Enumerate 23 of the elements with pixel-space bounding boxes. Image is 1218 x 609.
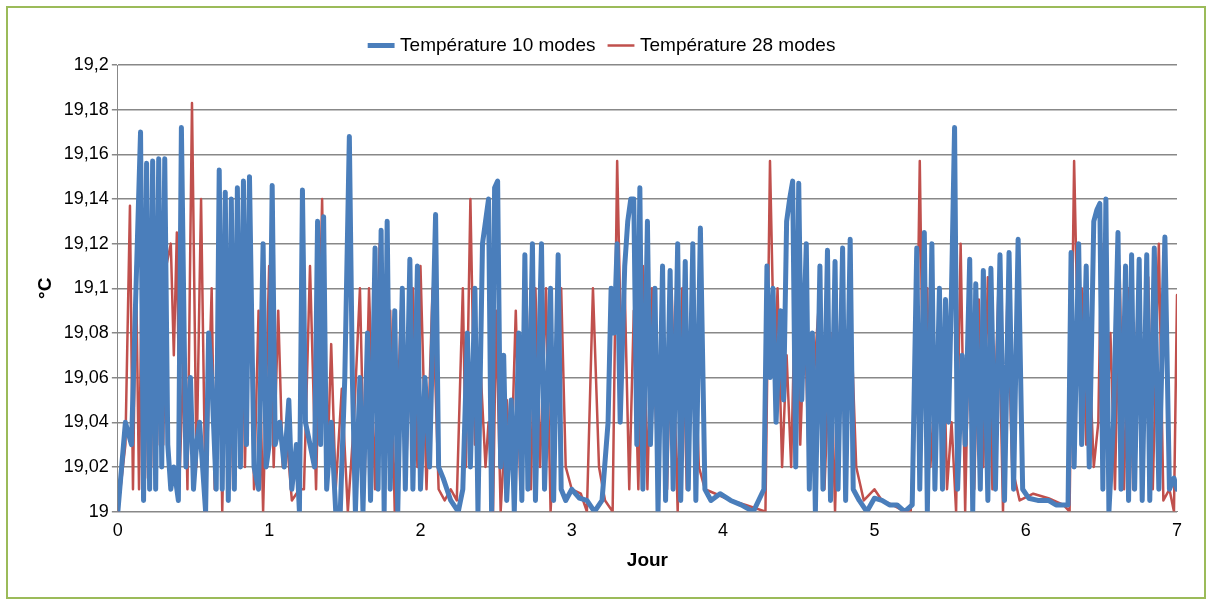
y-axis-title: °C [33, 277, 55, 299]
x-axis-title: Jour [626, 548, 669, 570]
x-tick-label: 0 [112, 520, 123, 541]
x-tick-label: 5 [869, 520, 880, 541]
y-tick-label: 19 [88, 500, 109, 521]
y-tick-label: 19,14 [63, 187, 109, 208]
x-tick-label: 7 [1171, 520, 1183, 541]
y-tick-label: 19,06 [63, 366, 109, 387]
legend-label: Température 10 modes [400, 33, 596, 55]
x-tick-label: 3 [566, 520, 577, 541]
x-tick-label: 2 [415, 520, 426, 541]
y-tick-label: 19,02 [63, 455, 109, 476]
x-tick-label: 4 [718, 520, 729, 541]
legend-label: Température 28 modes [640, 33, 836, 55]
y-tick-label: 19,08 [63, 321, 109, 342]
y-tick-label: 19,04 [63, 411, 109, 432]
x-tick-label: 6 [1020, 520, 1031, 541]
y-tick-label: 19,18 [63, 98, 109, 119]
y-tick-label: 19,16 [63, 143, 109, 164]
y-tick-label: 19,2 [73, 53, 109, 74]
y-tick-label: 19,1 [73, 277, 109, 298]
y-tick-label: 19,12 [63, 232, 109, 253]
x-tick-label: 1 [264, 520, 275, 541]
